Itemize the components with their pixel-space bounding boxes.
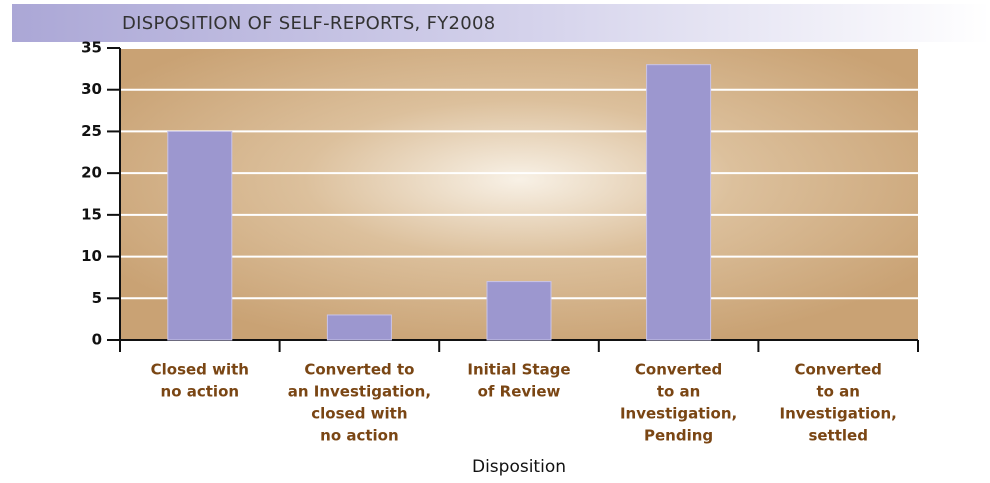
x-tick-label: Closed with	[151, 361, 249, 379]
x-tick-label: settled	[808, 427, 868, 445]
y-tick-label: 10	[81, 247, 102, 265]
bar	[486, 281, 552, 341]
x-tick-label: Pending	[644, 427, 713, 445]
x-tick-label: to an	[657, 383, 701, 401]
x-tick-label: an Investigation,	[288, 383, 431, 401]
y-tick-label: 30	[81, 80, 102, 98]
x-tick-label: closed with	[311, 405, 407, 423]
x-tick-label: to an	[816, 383, 860, 401]
x-tick-label: no action	[320, 427, 399, 445]
y-tick-label: 0	[92, 331, 102, 349]
title-banner	[12, 4, 990, 42]
y-tick-label: 15	[81, 205, 102, 223]
bar	[326, 314, 392, 341]
bar	[646, 64, 712, 341]
x-tick-label: of Review	[478, 383, 561, 401]
x-tick-label: Investigation,	[780, 405, 897, 423]
x-tick-label: Investigation,	[620, 405, 737, 423]
x-tick-label: Converted	[635, 361, 722, 379]
bar	[167, 130, 233, 341]
y-tick-label: 5	[92, 289, 102, 307]
x-tick-label: Converted	[794, 361, 881, 379]
y-tick-label: 20	[81, 164, 102, 182]
y-tick-label: 35	[81, 39, 102, 57]
x-tick-label: Converted to	[304, 361, 414, 379]
y-tick-label: 25	[81, 122, 102, 140]
x-tick-label: no action	[161, 383, 240, 401]
x-tick-label: Initial Stage	[467, 361, 570, 379]
x-axis-label: Disposition	[472, 457, 566, 477]
chart-title: DISPOSITION OF SELF-REPORTS, FY2008	[122, 13, 496, 34]
